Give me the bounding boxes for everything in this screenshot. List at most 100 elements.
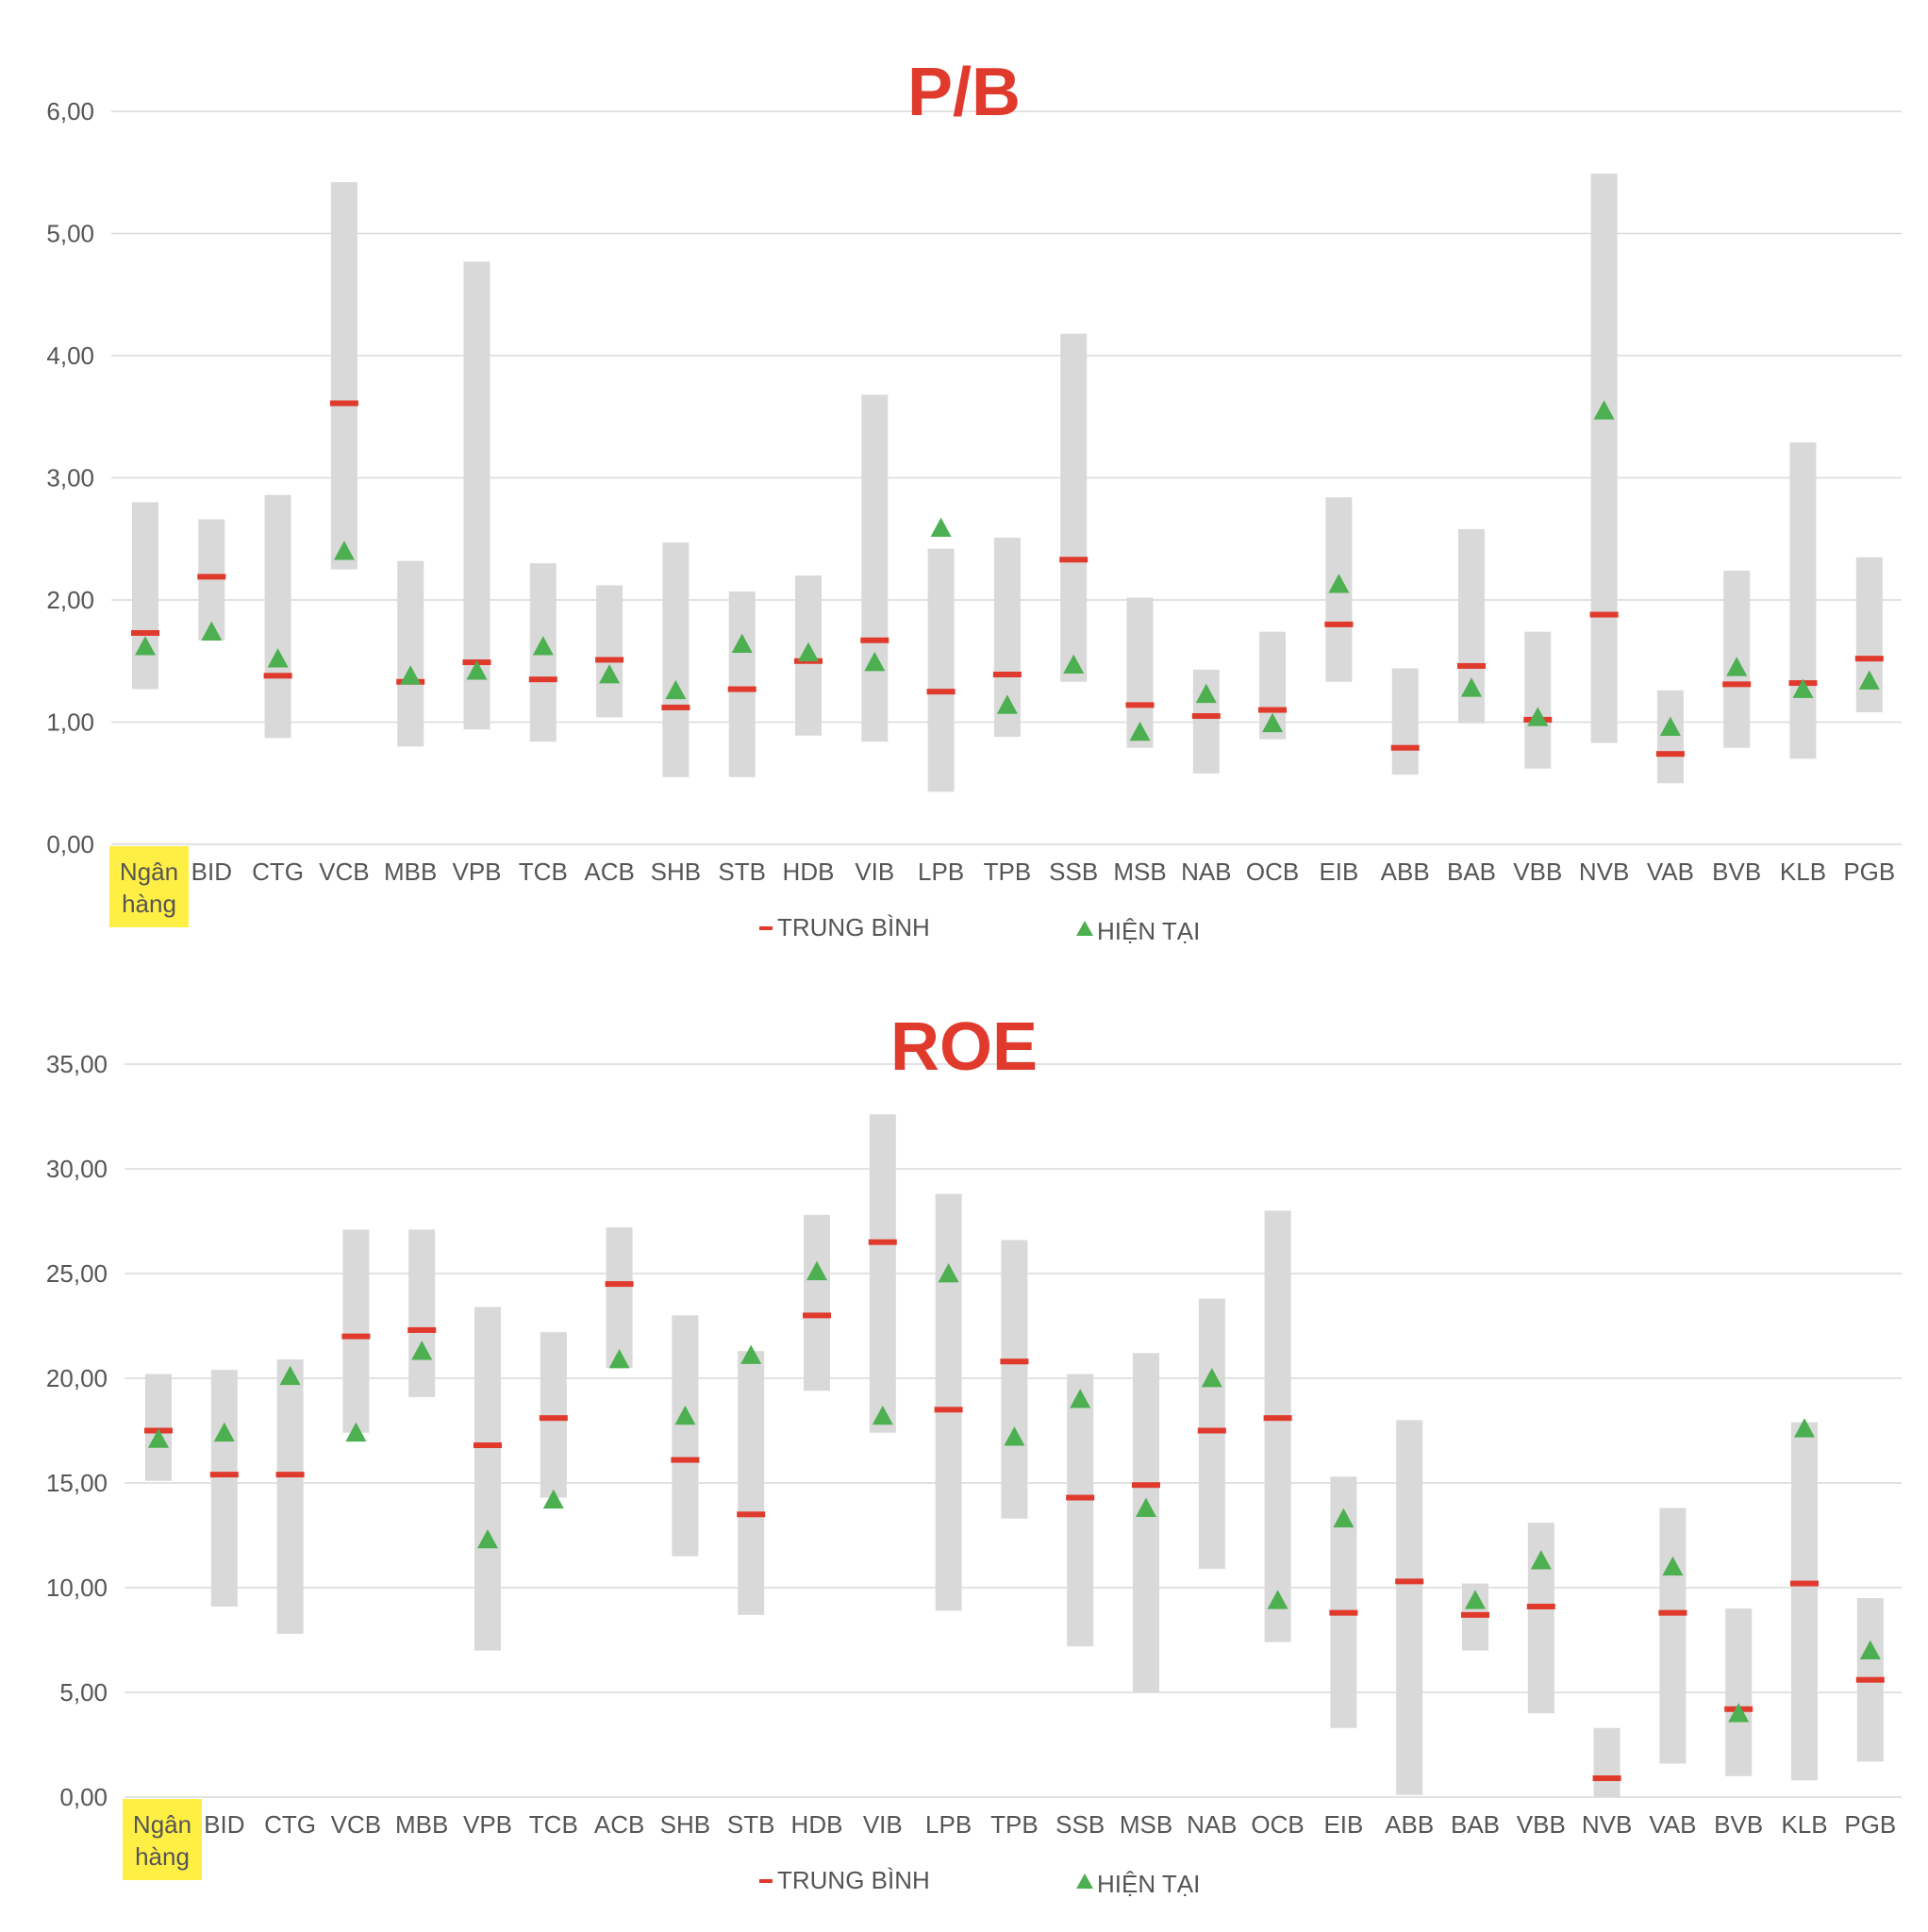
pb-y-tick-label: 0,00 — [46, 830, 94, 858]
pb-chart-svg: 0,00 1,00 2,00 3,00 4,00 5,00 6,00 P/B Ngân hàng B… — [46, 55, 1902, 945]
roe-current-marker — [1465, 1590, 1486, 1609]
pb-current-marker — [532, 636, 554, 656]
roe-range-bar-ssb — [1067, 1374, 1094, 1647]
roe-x-tick-label: OCB — [1251, 1810, 1304, 1839]
pb-highlight-box — [109, 846, 189, 927]
roe-current-marker — [1530, 1550, 1552, 1570]
pb-current-marker — [1659, 716, 1681, 737]
roe-x-tick-label: VBB — [1517, 1810, 1566, 1839]
roe-mean-marker — [1132, 1482, 1160, 1489]
pb-mean-marker — [727, 686, 756, 692]
roe-mean-marker — [671, 1457, 700, 1463]
pb-range-bar-vbb — [1524, 631, 1552, 769]
roe-y-tick-label: 25,00 — [46, 1259, 108, 1288]
roe-mean-marker — [1526, 1603, 1555, 1609]
pb-range-bar-abb — [1391, 668, 1419, 775]
roe-legend-current-label: HIỆN TẠI — [1097, 1870, 1200, 1898]
pb-range-bar-vab — [1656, 690, 1684, 784]
pb-range-bar-mbb — [397, 560, 424, 747]
pb-mean-marker — [197, 574, 226, 580]
roe-current-marker — [1859, 1640, 1881, 1659]
pb-mean-marker — [1191, 713, 1221, 720]
roe-range-bar-tcb — [540, 1332, 567, 1498]
pb-legend-current-swatch — [1076, 921, 1093, 936]
roe-y-tick-label: 5,00 — [59, 1678, 108, 1707]
roe-legend-current-swatch — [1076, 1874, 1093, 1889]
roe-chart-title: ROE — [890, 1009, 1038, 1085]
pb-range-bar-vcb — [330, 182, 357, 570]
pb-y-tick-label: 6,00 — [46, 97, 94, 125]
roe-range-bar-vib — [869, 1114, 896, 1433]
pb-range-bar-ngân-hàng — [132, 502, 158, 690]
roe-x-tick-label: BVB — [1714, 1810, 1763, 1839]
roe-x-tick-label: MSB — [1120, 1810, 1172, 1839]
roe-range-bar-klb — [1791, 1422, 1818, 1781]
pb-x-tick-label: Ngân hàng — [120, 858, 178, 918]
pb-range-bar-klb — [1789, 441, 1817, 759]
pb-current-marker — [466, 660, 488, 680]
pb-current-marker — [1328, 574, 1350, 593]
pb-mean-marker — [1125, 702, 1155, 708]
roe-mean-marker — [868, 1239, 897, 1245]
pb-x-tick-label: STB — [718, 858, 766, 886]
pb-y-tick-label: 3,00 — [46, 464, 94, 492]
roe-current-marker — [608, 1349, 630, 1369]
roe-mean-marker — [407, 1326, 437, 1333]
roe-legend-mean-label: TRUNG BÌNH — [777, 1866, 930, 1894]
roe-range-bar-hdb — [804, 1214, 830, 1391]
roe-mean-marker — [209, 1472, 239, 1478]
roe-range-bar-ocb — [1264, 1210, 1291, 1642]
pb-mean-marker — [860, 637, 889, 643]
roe-x-tick-label: VAB — [1649, 1810, 1696, 1839]
roe-mean-marker — [803, 1312, 831, 1319]
roe-current-marker — [938, 1263, 959, 1283]
roe-x-tick-label: SSB — [1055, 1810, 1105, 1839]
roe-mean-marker — [539, 1415, 568, 1422]
pb-current-marker — [996, 694, 1018, 714]
pb-current-marker — [267, 648, 289, 668]
roe-x-tick-label: BAB — [1451, 1810, 1500, 1839]
pb-range-bar-bid — [198, 519, 225, 641]
pb-current-marker — [731, 633, 753, 653]
pb-current-marker — [665, 679, 687, 700]
pb-mean-marker — [528, 676, 557, 683]
roe-current-marker — [806, 1260, 827, 1281]
pb-y-tick-label: 2,00 — [46, 586, 94, 614]
pb-x-tick-label: PGB — [1843, 858, 1895, 886]
roe-mean-marker — [934, 1407, 963, 1413]
roe-x-tick-label: BID — [204, 1810, 244, 1839]
roe-range-bar-vab — [1659, 1507, 1687, 1764]
pb-y-tick-label: 4,00 — [46, 341, 94, 370]
pb-x-tick-label: VCB — [319, 858, 369, 886]
roe-range-bar-bvb — [1725, 1608, 1753, 1776]
pb-range-bar-vib — [861, 394, 889, 742]
pb-chart-title: P/B — [907, 55, 1021, 130]
pb-current-marker — [333, 541, 355, 560]
pb-current-marker — [1262, 712, 1284, 733]
roe-mean-marker — [1855, 1676, 1885, 1683]
pb-x-tick-label: SHB — [651, 858, 701, 886]
pb-x-tick-label: LPB — [918, 858, 964, 886]
pb-mean-marker — [1258, 707, 1288, 713]
pb-mean-marker — [595, 657, 624, 663]
roe-x-tick-label: MBB — [395, 1810, 448, 1839]
pb-range-bar-shb — [662, 542, 690, 777]
roe-current-marker — [1136, 1497, 1156, 1517]
pb-x-tick-label: HDB — [783, 858, 835, 886]
roe-y-tick-label: 0,00 — [59, 1783, 108, 1811]
roe-x-tick-label: SHB — [660, 1810, 710, 1839]
pb-mean-marker — [1854, 656, 1884, 662]
roe-chart: 0,00 5,00 10,00 15,00 20,00 25,00 30,00 35,00 RO… — [0, 966, 1928, 1932]
roe-x-tick-label: NAB — [1187, 1810, 1237, 1839]
pb-x-tick-label: MSB — [1113, 858, 1166, 886]
pb-x-tick-label: BAB — [1447, 858, 1496, 886]
pb-x-tick-label: VAB — [1647, 858, 1694, 886]
roe-current-marker — [213, 1422, 235, 1442]
pb-range-bar-ctg — [264, 494, 291, 739]
pb-current-marker — [400, 665, 422, 685]
pb-x-tick-label: NAB — [1181, 858, 1231, 886]
roe-highlight-box — [123, 1799, 202, 1880]
roe-x-tick-label: TPB — [990, 1810, 1039, 1839]
roe-range-bar-abb — [1396, 1420, 1423, 1795]
roe-mean-marker — [1658, 1609, 1687, 1616]
